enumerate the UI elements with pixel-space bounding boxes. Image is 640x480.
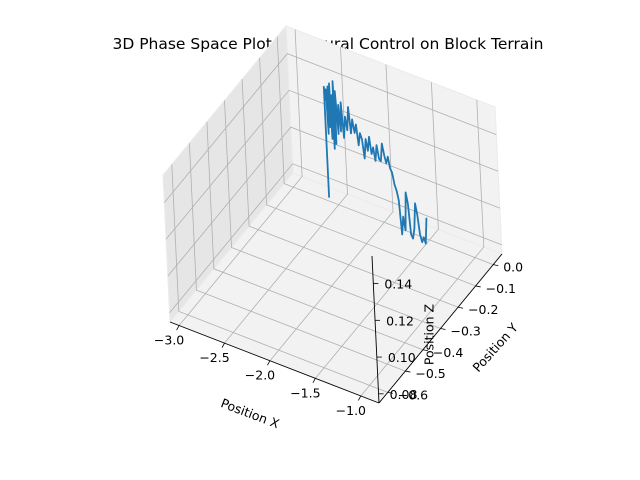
y-gridline bbox=[189, 143, 406, 372]
z-tick-label: 0.12 bbox=[386, 313, 414, 328]
y-tick-label: −0.3 bbox=[451, 324, 481, 339]
z-tick-label: 0.10 bbox=[388, 350, 416, 365]
tick-labels: −3.0 −2.5 −2.0 −1.5 −1.0 −0.6 −0.5 −0.4 −0.3 −0.2… bbox=[154, 260, 523, 418]
x-tick-mark bbox=[176, 325, 180, 331]
x-gridline bbox=[360, 99, 485, 397]
series-line-0 bbox=[322, 80, 428, 245]
y-tick-label: −0.2 bbox=[468, 302, 498, 317]
x-axis-line bbox=[169, 321, 380, 404]
z-axis-label: Position Z bbox=[422, 304, 437, 365]
y-tick-label: −0.4 bbox=[433, 345, 463, 360]
x-tick-label: −3.0 bbox=[154, 333, 184, 348]
x-tick-label: −2.5 bbox=[199, 350, 229, 365]
y-tick-label: −0.5 bbox=[415, 366, 445, 381]
z-axis-line bbox=[371, 255, 380, 404]
z-gridline bbox=[167, 126, 500, 277]
y-tick-mark bbox=[387, 391, 393, 394]
x-tick-label: −2.0 bbox=[245, 368, 275, 383]
z-gridline bbox=[169, 163, 502, 314]
x-gridline bbox=[315, 82, 439, 379]
x-tick-mark bbox=[357, 395, 362, 401]
y-tick-mark bbox=[493, 264, 499, 267]
x-gridline bbox=[269, 64, 394, 361]
y-gridline bbox=[224, 100, 441, 329]
y-axis-line bbox=[378, 253, 503, 404]
y-gridline bbox=[171, 164, 388, 393]
series-layer bbox=[322, 80, 428, 245]
y-tick-label: 0.0 bbox=[503, 260, 523, 275]
z-tick-label: 0.08 bbox=[390, 387, 418, 402]
x-gridline bbox=[224, 47, 348, 344]
grid-lines bbox=[163, 29, 502, 397]
axis-lines bbox=[169, 253, 503, 404]
y-tick-mark bbox=[475, 285, 481, 288]
y-tick-mark bbox=[457, 306, 464, 309]
x-tick-mark bbox=[267, 360, 271, 366]
x-tick-label: −1.0 bbox=[336, 403, 366, 418]
x-tick-mark bbox=[221, 342, 225, 348]
y-tick-label: −0.6 bbox=[398, 387, 428, 402]
y-gridline bbox=[259, 57, 476, 287]
z-gridline bbox=[163, 53, 497, 203]
y-tick-mark bbox=[422, 349, 429, 352]
y-tick-mark bbox=[405, 370, 411, 373]
y-gridline bbox=[241, 79, 459, 308]
y-tick-mark bbox=[440, 328, 446, 330]
y-tick-label: −0.1 bbox=[486, 281, 516, 296]
z-tick-label: 0.14 bbox=[384, 277, 412, 292]
x-axis-label: Position X bbox=[219, 395, 282, 431]
x-tick-mark bbox=[312, 378, 316, 384]
x-gridline bbox=[178, 29, 303, 326]
z-gridline bbox=[165, 89, 499, 240]
x-tick-label: −1.5 bbox=[290, 385, 320, 400]
y-gridline bbox=[206, 121, 424, 351]
